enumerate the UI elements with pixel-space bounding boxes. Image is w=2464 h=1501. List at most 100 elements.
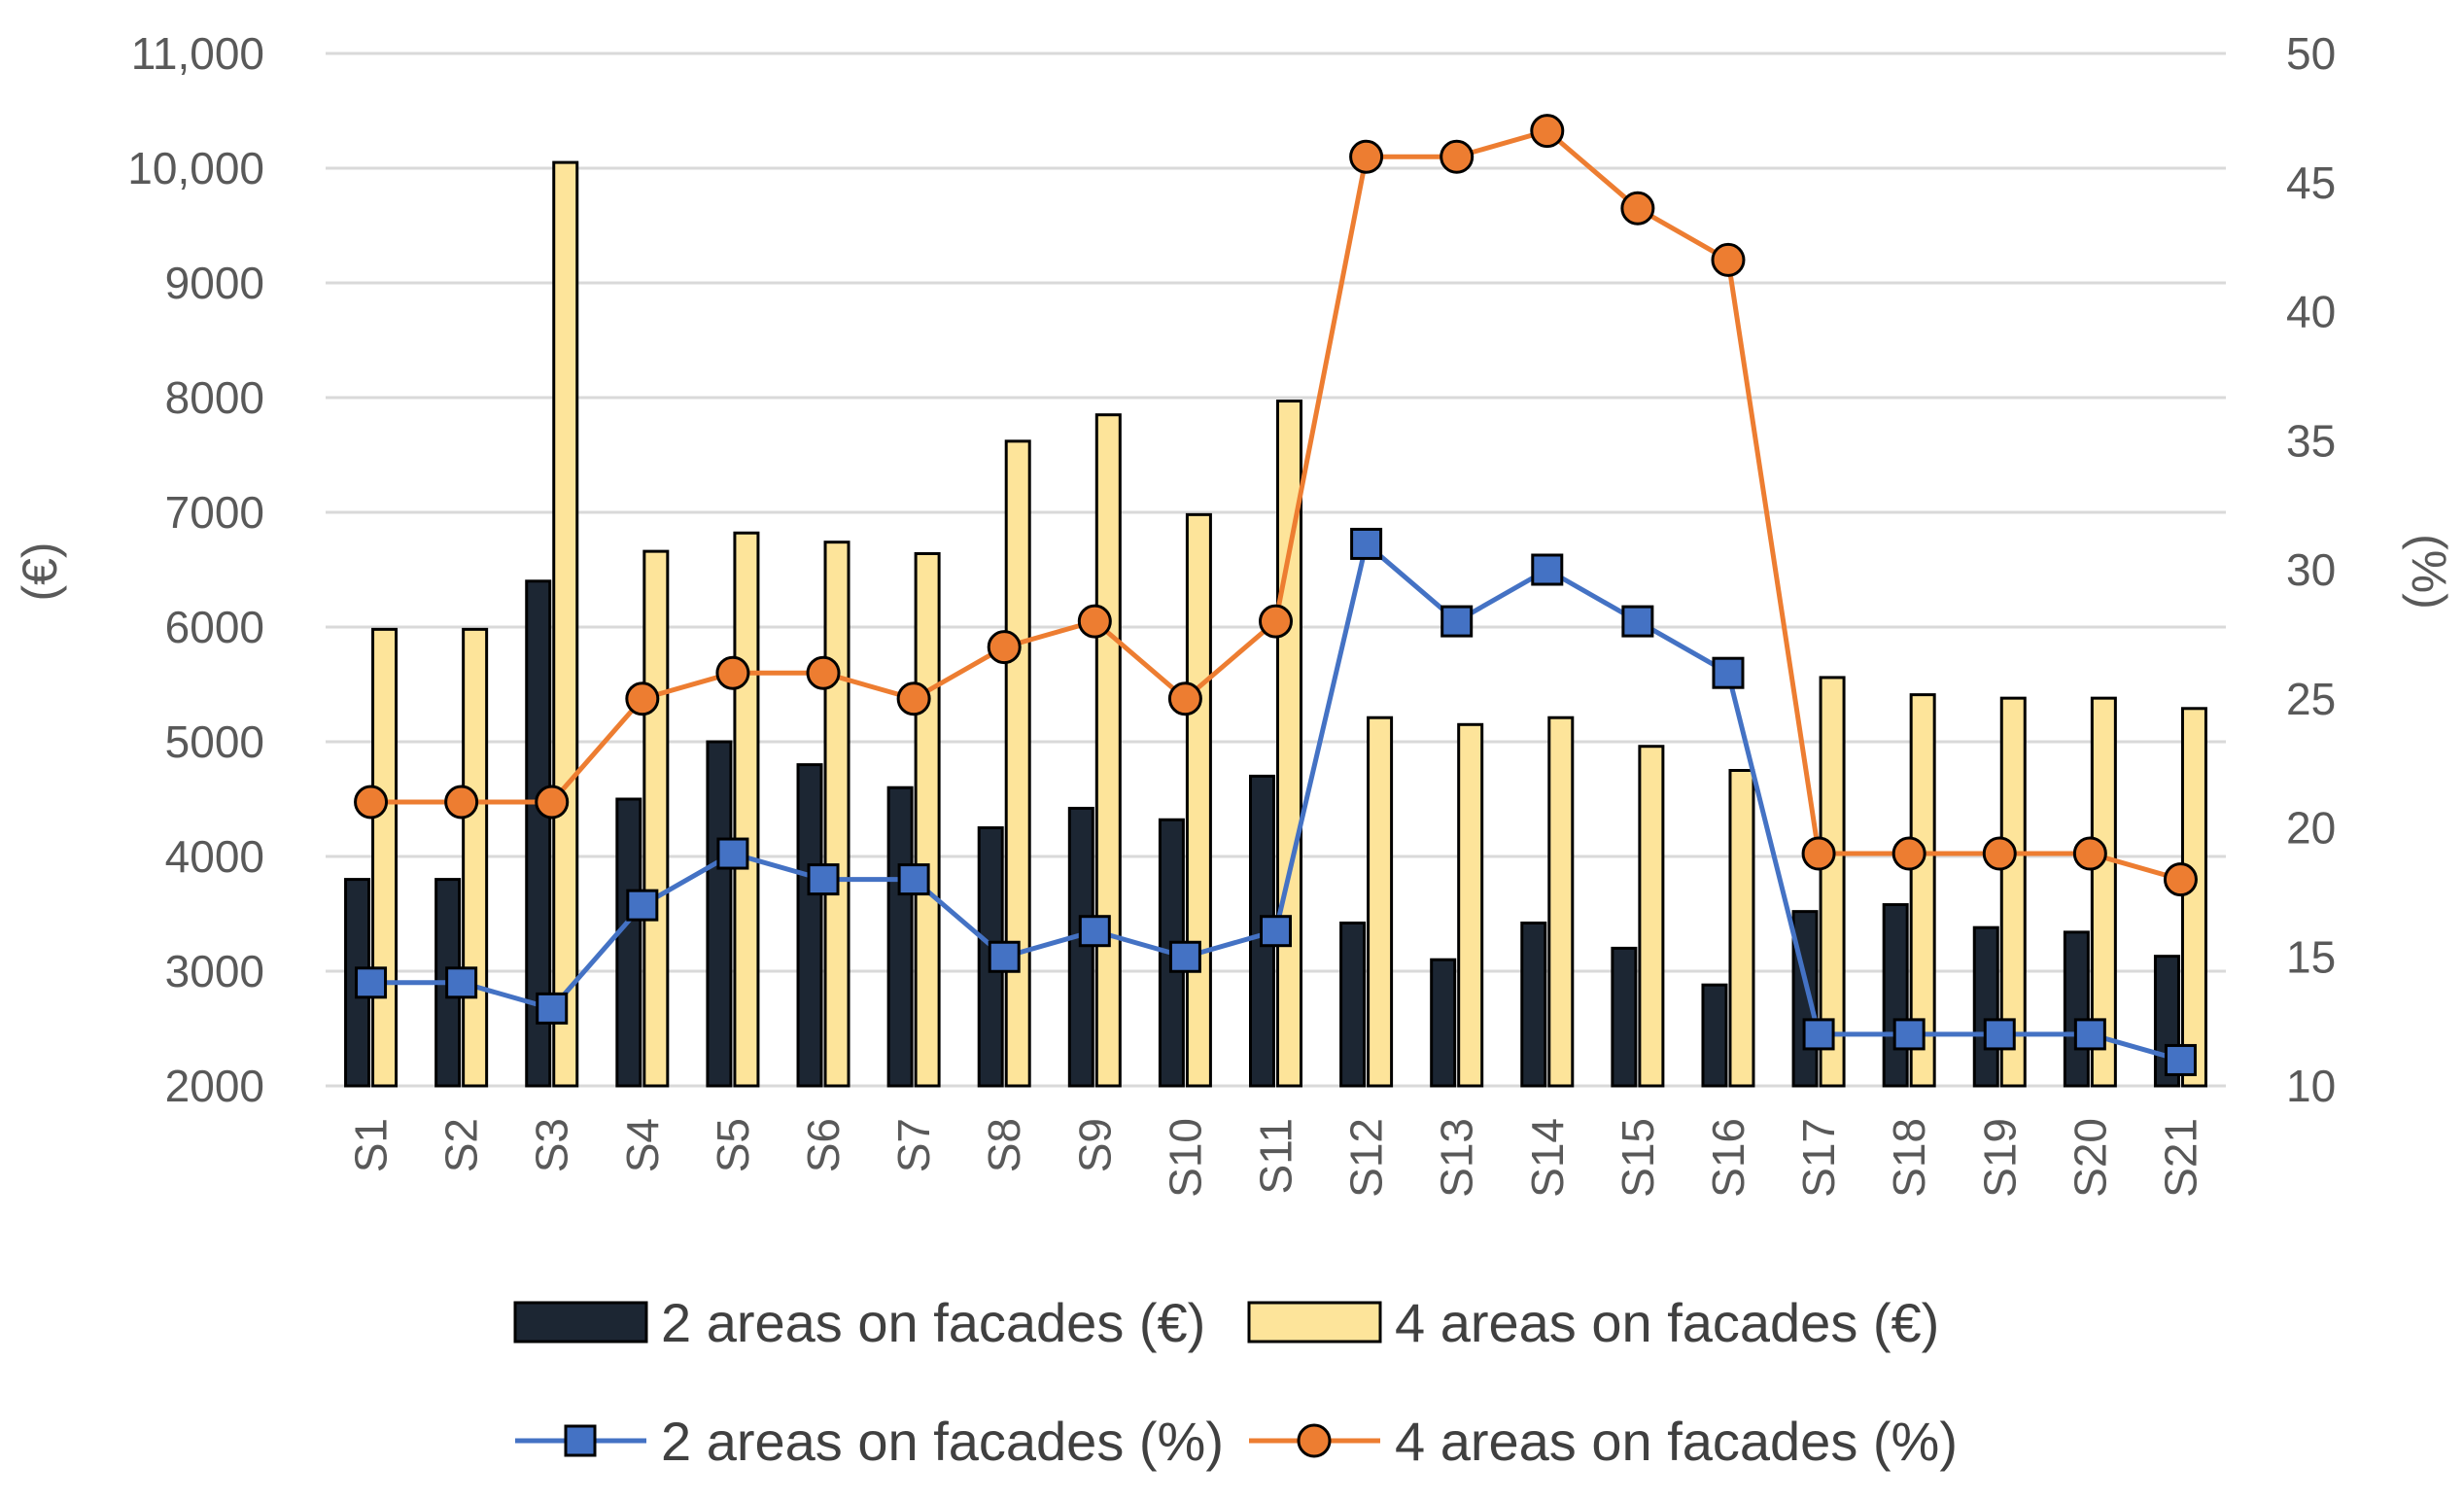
bar (1067, 806, 1094, 1088)
legend-swatch (1247, 1301, 1382, 1344)
point (806, 655, 841, 690)
point (1891, 836, 1926, 871)
x-tick-label: S1 (346, 1118, 397, 1172)
bar (1728, 769, 1755, 1088)
legend-item: 4 areas on facades (%) (1249, 1411, 1958, 1472)
bar (371, 627, 399, 1088)
x-tick-label: S11 (1251, 1118, 1301, 1194)
point (1620, 191, 1655, 226)
point (354, 785, 389, 820)
x-tick-label: S9 (1069, 1118, 1120, 1172)
bar (615, 797, 642, 1088)
bar (796, 763, 823, 1088)
y-tick-label: 11,000 (131, 28, 264, 79)
legend-item: 4 areas on facades (€) (1247, 1292, 1939, 1353)
x-tick-label: S19 (1974, 1118, 2025, 1198)
point (2073, 1018, 2106, 1051)
y-tick-label: 4000 (165, 831, 264, 882)
x-tick-label: S8 (979, 1118, 1029, 1172)
y-axis-title: (€) (13, 541, 67, 601)
point (1983, 1018, 2016, 1051)
x-tick-label: S6 (798, 1118, 849, 1172)
bar (2180, 707, 2207, 1088)
point (807, 863, 840, 896)
y-tick-label: 7000 (165, 487, 264, 538)
x-tick-label: S18 (1884, 1118, 1934, 1198)
legend-label: 4 areas on facades (€) (1395, 1292, 1939, 1353)
point (536, 992, 569, 1025)
point (1530, 114, 1565, 149)
bar (1520, 921, 1547, 1088)
x-tick-label: S20 (2065, 1118, 2115, 1198)
y-tick-label: 9000 (165, 258, 264, 308)
bar (1819, 676, 1846, 1088)
y-tick-label: 6000 (165, 602, 264, 652)
bar (1367, 716, 1394, 1088)
bar (1276, 400, 1302, 1088)
point (715, 655, 750, 690)
point (1892, 1018, 1926, 1051)
bar (642, 549, 670, 1088)
bar (1457, 722, 1484, 1088)
bar (552, 160, 579, 1088)
x-tick-label: S10 (1160, 1118, 1210, 1198)
bar (1882, 903, 1909, 1088)
x-tick-label: S3 (527, 1118, 577, 1172)
y2-axis-title: (%) (2402, 534, 2456, 610)
point (445, 966, 478, 999)
bar (1701, 983, 1728, 1088)
y-tick-label: 2000 (165, 1061, 264, 1111)
bar (886, 785, 914, 1088)
x-tick-label: S7 (888, 1118, 939, 1172)
point (1350, 527, 1383, 560)
point (1167, 681, 1202, 716)
bar (1638, 745, 1665, 1088)
x-tick-label: S17 (1793, 1118, 1844, 1198)
x-tick-label: S21 (2155, 1118, 2205, 1198)
point (1711, 242, 1746, 277)
y2-tick-label: 10 (2286, 1061, 2336, 1111)
point (716, 837, 749, 870)
x-tick-label: S4 (617, 1118, 668, 1172)
point (1802, 1018, 1835, 1051)
point (1982, 836, 2017, 871)
y-axis-ticks: 2000 3000 4000 5000 6000 7000 8000 9000 10,000 11… (127, 28, 264, 1111)
point (535, 785, 570, 820)
point (625, 681, 660, 716)
point (1801, 836, 1836, 871)
bar (1094, 413, 1122, 1088)
point (1531, 553, 1564, 586)
y2-tick-label: 30 (2286, 544, 2336, 595)
legend-swatch (513, 1301, 648, 1344)
point (897, 863, 930, 896)
y2-tick-label: 45 (2286, 157, 2336, 208)
bar (1972, 925, 1999, 1088)
legend-marker (564, 1424, 597, 1457)
bar (706, 740, 733, 1088)
x-tick-label: S16 (1703, 1118, 1753, 1198)
point (1260, 915, 1292, 948)
y2-tick-label: 35 (2286, 415, 2336, 466)
point (988, 940, 1021, 973)
legend-label: 2 areas on facades (€) (661, 1292, 1205, 1353)
y-tick-label: 5000 (165, 716, 264, 767)
y-tick-label: 3000 (165, 946, 264, 996)
bar (462, 627, 489, 1088)
x-tick-label: S2 (436, 1118, 487, 1172)
point (1078, 915, 1111, 948)
point (2163, 862, 2198, 897)
bar (1611, 946, 1638, 1088)
y-tick-label: 8000 (165, 372, 264, 423)
y2-tick-label: 25 (2286, 674, 2336, 724)
point (1349, 139, 1384, 174)
legend-label: 4 areas on facades (%) (1395, 1411, 1958, 1472)
legend-item: 2 areas on facades (%) (515, 1411, 1224, 1472)
series-line (370, 128, 2182, 883)
bar (733, 531, 760, 1088)
y2-tick-label: 20 (2286, 803, 2336, 854)
point (1077, 604, 1112, 639)
legend-marker (1297, 1423, 1332, 1458)
y2-tick-label: 40 (2286, 287, 2336, 337)
point (1440, 605, 1474, 638)
